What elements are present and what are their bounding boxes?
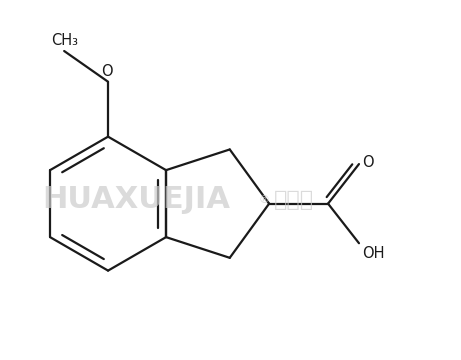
Text: CH₃: CH₃ xyxy=(51,33,77,48)
Text: HUAXUEJIA: HUAXUEJIA xyxy=(42,185,230,214)
Text: OH: OH xyxy=(362,246,384,261)
Text: O: O xyxy=(101,64,113,78)
Text: ®: ® xyxy=(258,195,269,205)
Text: 化学加: 化学加 xyxy=(274,190,314,210)
Text: O: O xyxy=(362,155,374,170)
